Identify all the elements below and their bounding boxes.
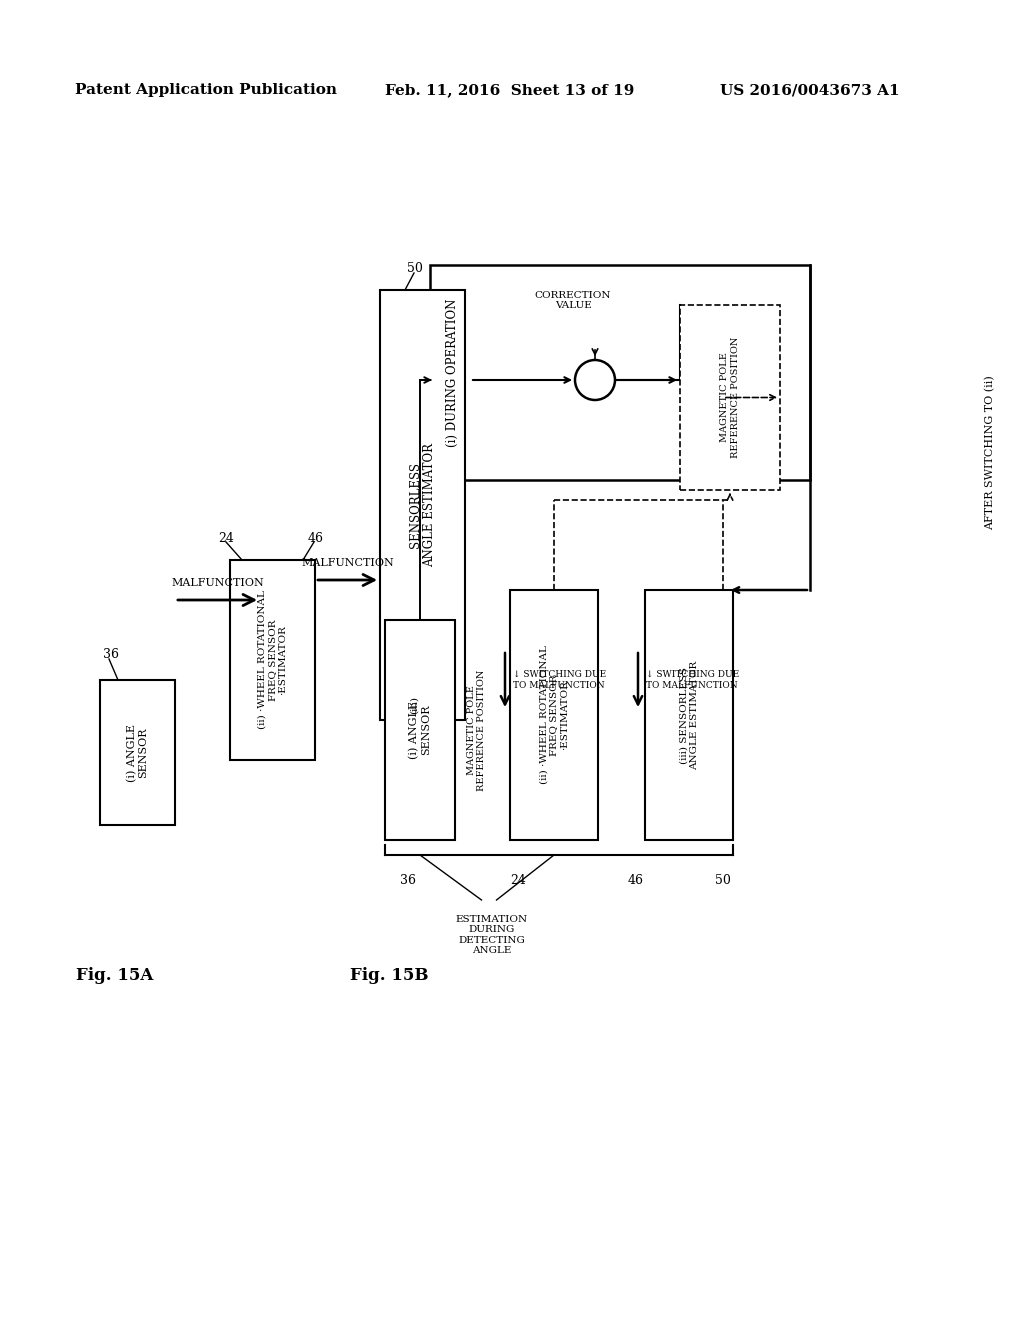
Text: (iii) SENSORLESS
ANGLE ESTIMATOR: (iii) SENSORLESS ANGLE ESTIMATOR bbox=[679, 660, 698, 770]
Text: Patent Application Publication: Patent Application Publication bbox=[75, 83, 337, 96]
Text: 24: 24 bbox=[218, 532, 233, 544]
Text: MALFUNCTION: MALFUNCTION bbox=[171, 578, 264, 587]
Bar bbox=[510, 590, 598, 840]
Text: (ii) ·WHEEL ROTATIONAL
FREQ SENSOR
·ESTIMATOR: (ii) ·WHEEL ROTATIONAL FREQ SENSOR ·ESTI… bbox=[539, 645, 569, 784]
Text: MAGNETIC POLE
REFERENCE POSITION: MAGNETIC POLE REFERENCE POSITION bbox=[467, 669, 486, 791]
Text: 36: 36 bbox=[400, 874, 416, 887]
Text: CORRECTION
VALUE: CORRECTION VALUE bbox=[535, 290, 611, 310]
Text: (i) ANGLE
SENSOR: (i) ANGLE SENSOR bbox=[409, 701, 431, 759]
Text: 46: 46 bbox=[628, 874, 644, 887]
Bar bbox=[380, 290, 465, 719]
Text: US 2016/0043673 A1: US 2016/0043673 A1 bbox=[720, 83, 900, 96]
Bar bbox=[100, 680, 175, 825]
Text: ↓ SWITCHING DUE
TO MALFUNCTION: ↓ SWITCHING DUE TO MALFUNCTION bbox=[646, 671, 739, 689]
Text: 36: 36 bbox=[103, 648, 119, 661]
Text: 50: 50 bbox=[715, 874, 731, 887]
Text: MAGNETIC POLE
REFERENCE POSITION: MAGNETIC POLE REFERENCE POSITION bbox=[720, 337, 739, 458]
Text: (i) DURING OPERATION: (i) DURING OPERATION bbox=[445, 298, 459, 446]
Bar bbox=[230, 560, 315, 760]
Text: (i) ANGLE
SENSOR: (i) ANGLE SENSOR bbox=[127, 723, 148, 781]
Text: (iii): (iii) bbox=[410, 696, 419, 714]
Text: 50: 50 bbox=[407, 261, 423, 275]
Bar bbox=[430, 265, 810, 480]
Text: ↓ SWITCHING DUE
TO MALFUNCTION: ↓ SWITCHING DUE TO MALFUNCTION bbox=[513, 671, 606, 689]
Text: 46: 46 bbox=[308, 532, 324, 544]
Bar bbox=[385, 620, 455, 840]
Text: Fig. 15A: Fig. 15A bbox=[76, 966, 154, 983]
Text: SENSORLESS
ANGLE ESTIMATOR: SENSORLESS ANGLE ESTIMATOR bbox=[409, 444, 436, 568]
Text: MALFUNCTION: MALFUNCTION bbox=[301, 558, 394, 568]
Text: 24: 24 bbox=[510, 874, 526, 887]
Bar bbox=[680, 305, 780, 490]
Bar bbox=[645, 590, 733, 840]
Text: Feb. 11, 2016  Sheet 13 of 19: Feb. 11, 2016 Sheet 13 of 19 bbox=[385, 83, 635, 96]
Text: (ii) ·WHEEL ROTATIONAL
FREQ SENSOR
·ESTIMATOR: (ii) ·WHEEL ROTATIONAL FREQ SENSOR ·ESTI… bbox=[258, 590, 288, 730]
Text: Fig. 15B: Fig. 15B bbox=[350, 966, 428, 983]
Text: AFTER SWITCHING TO (ii): AFTER SWITCHING TO (ii) bbox=[985, 375, 995, 529]
Text: ESTIMATION
DURING
DETECTING
ANGLE: ESTIMATION DURING DETECTING ANGLE bbox=[456, 915, 527, 956]
